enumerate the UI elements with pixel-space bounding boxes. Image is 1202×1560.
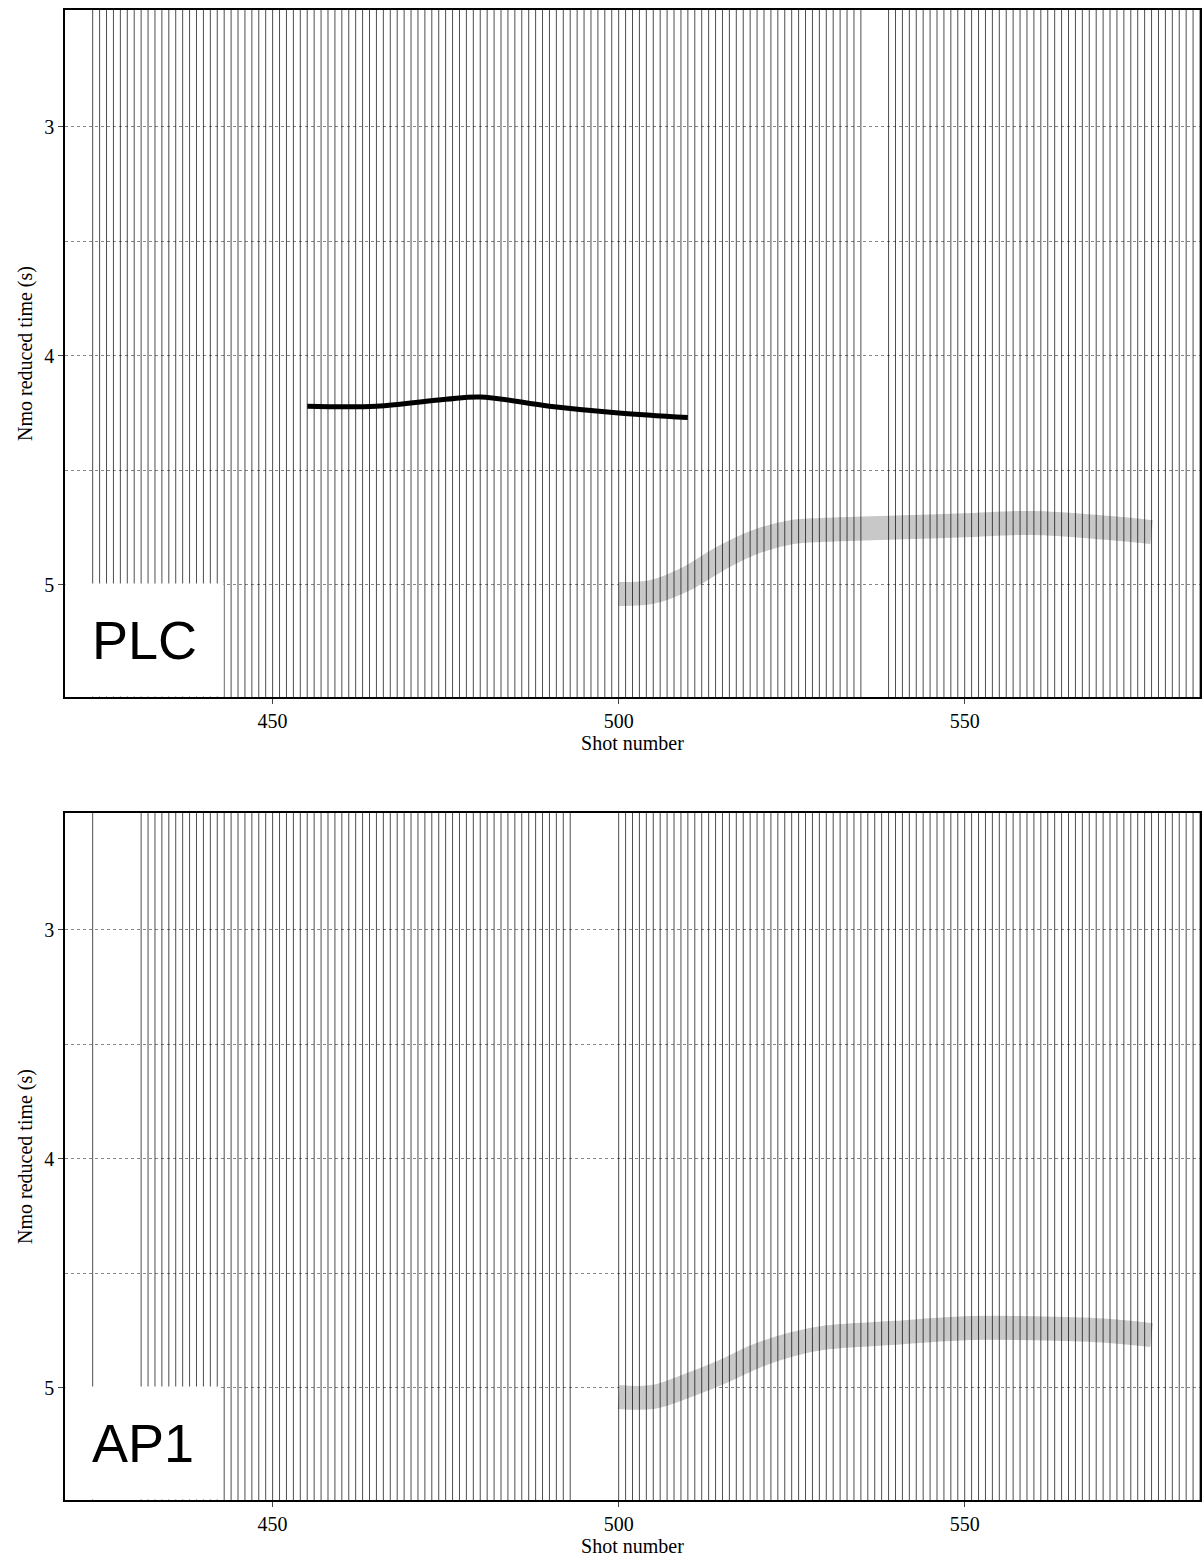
svg-text:5: 5	[44, 1377, 54, 1399]
svg-text:4: 4	[44, 345, 54, 367]
svg-text:Shot number: Shot number	[581, 1535, 684, 1557]
svg-text:3: 3	[44, 919, 54, 941]
svg-text:Nmo reduced time (s): Nmo reduced time (s)	[14, 1069, 37, 1244]
svg-text:Shot number: Shot number	[581, 732, 684, 754]
svg-text:550: 550	[950, 1513, 980, 1535]
svg-text:5: 5	[44, 574, 54, 596]
svg-text:500: 500	[604, 1513, 634, 1535]
svg-text:450: 450	[258, 1513, 288, 1535]
svg-text:500: 500	[604, 710, 634, 732]
svg-text:AP1: AP1	[92, 1413, 194, 1473]
svg-text:3: 3	[44, 116, 54, 138]
svg-text:4: 4	[44, 1148, 54, 1170]
svg-text:Nmo reduced time (s): Nmo reduced time (s)	[14, 266, 37, 441]
svg-text:450: 450	[258, 710, 288, 732]
svg-text:PLC: PLC	[92, 610, 197, 670]
svg-text:550: 550	[950, 710, 980, 732]
